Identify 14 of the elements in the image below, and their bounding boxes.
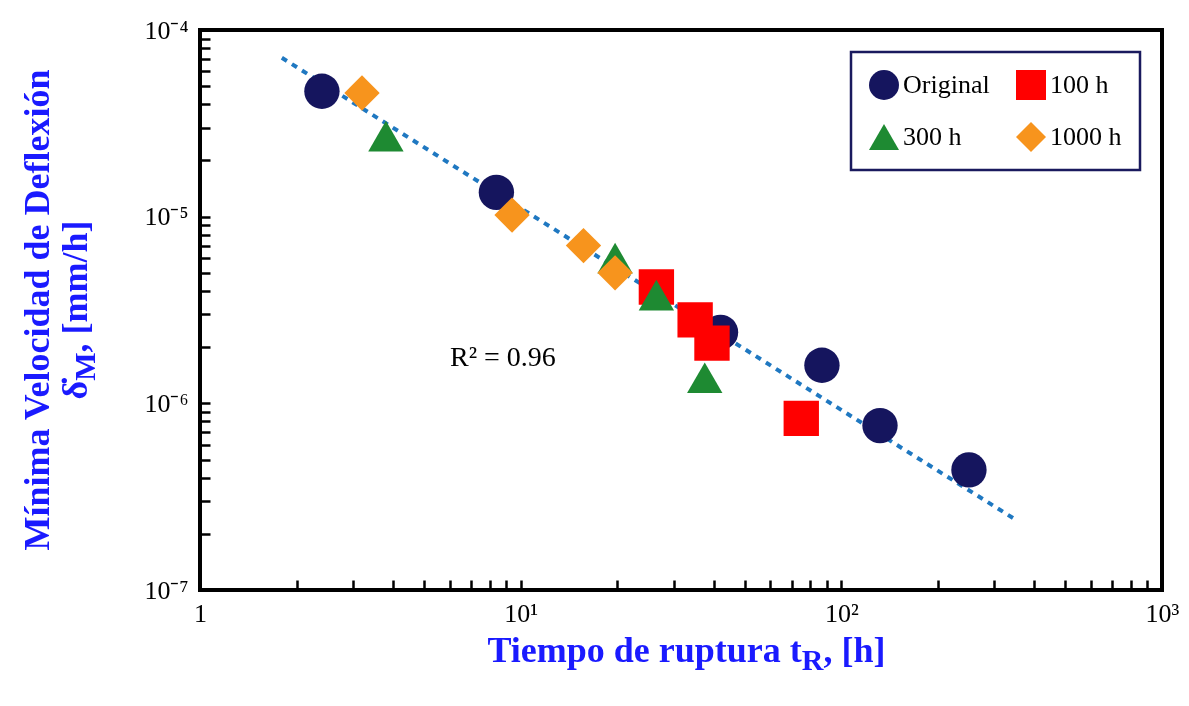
y-tick-label: 10⁻⁶ xyxy=(144,388,189,418)
x-tick-label: 10¹ xyxy=(504,598,539,628)
legend-label: 1000 h xyxy=(1050,122,1122,151)
y-tick-label: 10⁻⁷ xyxy=(144,575,189,605)
x-tick-label: 1 xyxy=(194,598,207,628)
legend-label: 300 h xyxy=(903,122,962,151)
y-tick-label: 10⁻⁴ xyxy=(144,15,189,45)
legend-label: Original xyxy=(903,70,990,99)
y-tick-label: 10⁻⁵ xyxy=(144,202,189,232)
annotation: R² = 0.96 xyxy=(450,341,556,372)
x-axis-title: Tiempo de ruptura t$_{R}$, [h] xyxy=(486,630,887,677)
x-tick-label: 10² xyxy=(824,598,859,628)
x-tick-label: 10³ xyxy=(1145,598,1180,628)
legend-label: 100 h xyxy=(1050,70,1109,99)
